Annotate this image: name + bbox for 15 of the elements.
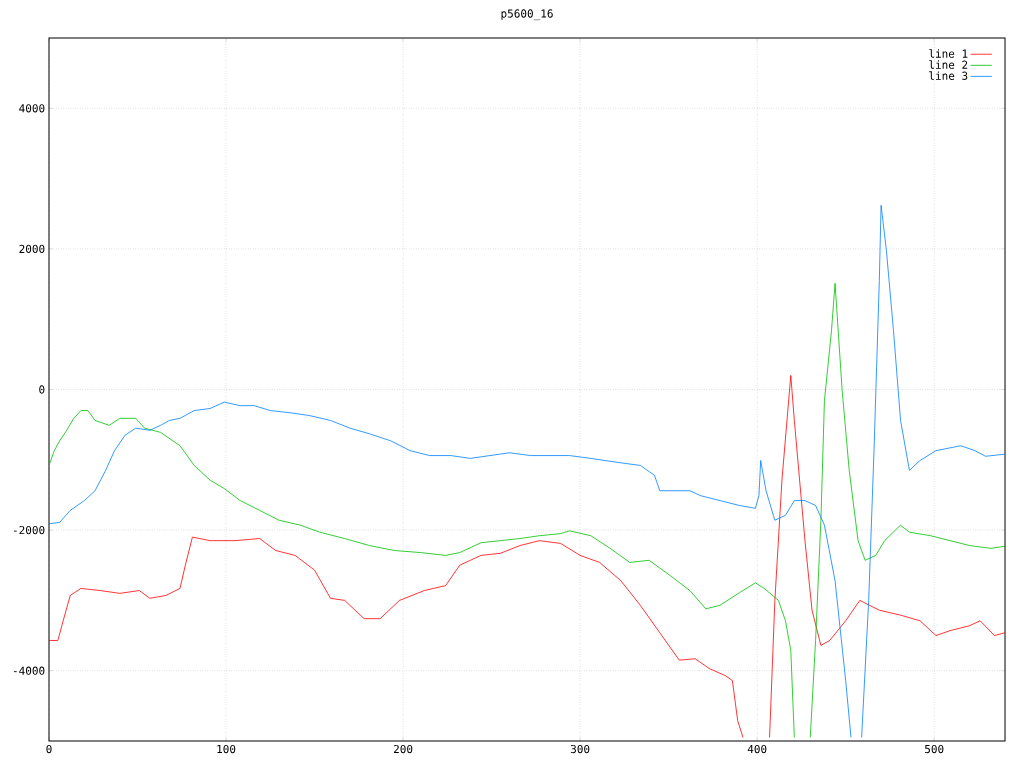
legend-label: line 2: [929, 60, 968, 69]
x-tick-label: 500: [925, 744, 944, 754]
x-tick-label: 0: [46, 744, 52, 754]
chart-title: p5600_16: [501, 9, 553, 21]
legend-label: line 3: [929, 71, 968, 80]
x-tick-label: 200: [393, 744, 413, 754]
y-tick-label: 4000: [19, 104, 45, 113]
y-tick-label: -4000: [13, 666, 45, 675]
x-tick-label: 400: [747, 744, 767, 754]
y-tick-label: -2000: [13, 525, 45, 535]
y-tick-label: 2000: [19, 244, 45, 254]
x-tick-label: 300: [570, 744, 590, 754]
legend-label: line 1: [929, 49, 968, 58]
y-tick-label: 0: [39, 385, 45, 394]
x-tick-label: 100: [217, 744, 236, 754]
